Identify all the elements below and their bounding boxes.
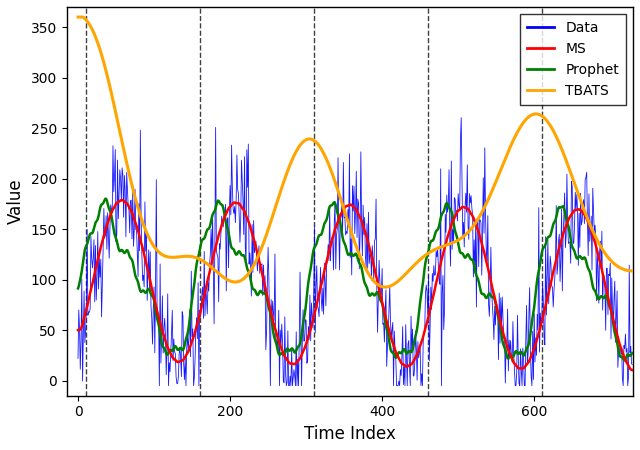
Legend: Data, MS, Prophet, TBATS: Data, MS, Prophet, TBATS: [520, 14, 626, 104]
X-axis label: Time Index: Time Index: [304, 425, 396, 443]
Y-axis label: Value: Value: [7, 179, 25, 224]
